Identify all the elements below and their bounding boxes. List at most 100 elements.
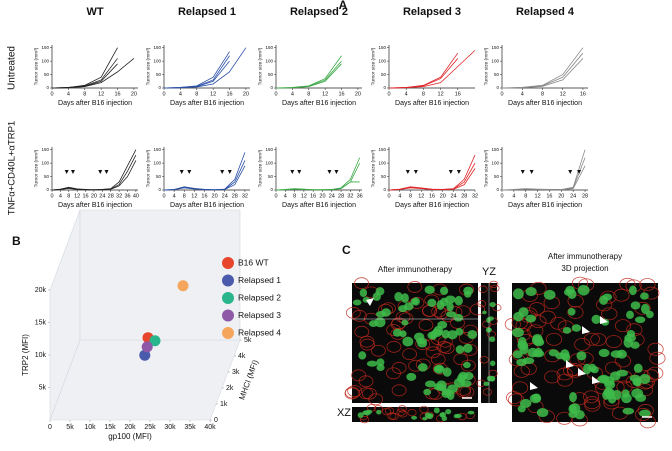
x-tick-label: 36	[124, 193, 130, 199]
z-axis-label: MHCI (MFI)	[237, 358, 260, 401]
point	[141, 341, 153, 353]
x-axis-label: Days after B16 injection	[58, 100, 132, 107]
membrane	[359, 415, 370, 424]
membrane	[354, 277, 369, 290]
legend-label: Relapsed 3	[238, 310, 281, 320]
membrane	[556, 373, 574, 387]
nucleus	[591, 314, 601, 325]
x-tick-label: 0	[500, 193, 503, 199]
nucleus	[598, 348, 610, 358]
membrane	[556, 411, 573, 425]
nucleus	[640, 292, 649, 300]
z-tick-label: 4k	[238, 353, 246, 360]
x-tick-label: 30k	[164, 424, 176, 431]
treatment-arrow	[179, 170, 184, 174]
legend-marker	[222, 327, 234, 339]
membrane	[460, 359, 476, 372]
x-tick-label: 4	[291, 91, 294, 97]
treatment-arrow	[70, 170, 75, 174]
x-tick-label: 16	[201, 193, 207, 199]
membrane	[539, 310, 556, 324]
series-line	[388, 154, 476, 191]
image-title: After immunotherapy	[378, 265, 452, 274]
y-axis-label: Tumor size (mm³)	[257, 47, 263, 85]
y-axis-label: Tumor size (mm³)	[370, 149, 376, 187]
membrane	[479, 356, 489, 364]
nucleus	[366, 360, 378, 367]
y-axis-label: Tumor size (mm³)	[257, 149, 263, 187]
column-title: WT	[86, 6, 103, 18]
column-title: Relapsed 1	[178, 6, 236, 18]
membrane	[489, 280, 499, 289]
membrane	[402, 348, 417, 361]
nucleus	[436, 384, 447, 392]
nucleus	[640, 303, 650, 315]
membrane	[345, 306, 361, 319]
x-tick-label: 24	[570, 193, 576, 199]
series-line	[51, 149, 137, 191]
membrane	[614, 319, 632, 333]
nucleus	[455, 345, 465, 354]
nucleus	[440, 286, 449, 295]
x-tick-label: 0	[274, 91, 277, 97]
series-line	[51, 154, 137, 191]
x-tick-label: 20	[243, 91, 249, 97]
nucleus	[467, 329, 478, 340]
series-line	[275, 157, 361, 191]
membrane	[649, 351, 666, 365]
row-label: TNFα+CD40L+αTRP1	[7, 121, 18, 215]
y-tick-label: 100	[265, 58, 273, 63]
y-tick-label: 100	[265, 160, 273, 165]
y-tick-label: 150	[378, 45, 386, 50]
nucleus	[622, 407, 635, 415]
x-tick-label: 4	[284, 193, 287, 199]
nucleus	[610, 350, 623, 358]
series-line	[501, 157, 586, 191]
x-tick-label: 24	[222, 193, 228, 199]
nucleus	[536, 407, 549, 418]
y-axis-label: Tumor size (mm³)	[483, 47, 489, 85]
treatment-arrow	[220, 170, 225, 174]
nucleus	[512, 350, 523, 359]
y-tick-label: 100	[153, 160, 161, 165]
y-tick-label: 100	[153, 58, 161, 63]
nucleus	[425, 380, 436, 388]
y-axis-label: Tumor size (mm³)	[145, 149, 151, 187]
nucleus	[490, 376, 496, 382]
x-tick-label: 10k	[84, 424, 96, 431]
series-line	[51, 58, 135, 89]
image-label: XZ	[337, 407, 351, 419]
nucleus	[623, 337, 633, 348]
back-wall	[79, 209, 241, 341]
legend-label: B16 WT	[238, 257, 269, 267]
series-line	[163, 152, 246, 191]
x-tick-label: 5k	[66, 424, 74, 431]
x-tick-label: 25k	[144, 424, 156, 431]
nucleus	[621, 393, 632, 404]
nucleus	[400, 293, 409, 303]
nucleus	[490, 360, 496, 367]
nucleus	[455, 413, 462, 419]
nucleus	[357, 412, 364, 418]
x-tick-label: 16	[82, 193, 88, 199]
series-line	[275, 162, 361, 191]
nucleus	[423, 388, 432, 396]
membrane	[544, 370, 561, 384]
x-tick-label: 20k	[124, 424, 136, 431]
treatment-arrow	[529, 170, 534, 174]
x-tick-label: 16	[338, 91, 344, 97]
nucleus	[577, 284, 590, 296]
nucleus	[574, 409, 585, 420]
x-tick-label: 12	[418, 193, 424, 199]
y-tick-label: 0	[383, 187, 386, 192]
nucleus	[394, 291, 403, 302]
nucleus	[427, 298, 437, 308]
treatment-arrow	[327, 170, 332, 174]
x-tick-label: 12	[535, 193, 541, 199]
membrane	[583, 396, 601, 410]
membrane	[351, 369, 366, 382]
y-tick-label: 100	[491, 58, 499, 63]
y-tick-label: 150	[41, 45, 49, 50]
nucleus	[562, 326, 572, 334]
x-axis-label: Days after B16 injection	[58, 202, 132, 209]
